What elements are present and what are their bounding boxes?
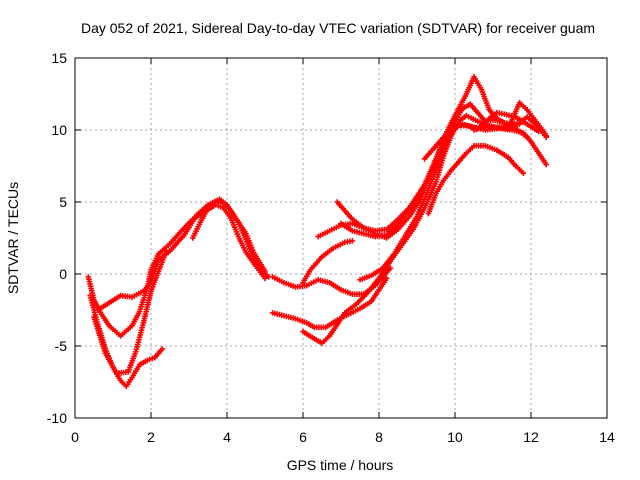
chart-title: Day 052 of 2021, Sidereal Day-to-day VTE… [81,20,595,36]
data-point [163,248,169,254]
y-axis-label: SDTVAR / TECUs [5,182,21,294]
y-tick-label: 15 [51,50,67,66]
data-point [543,161,549,168]
y-tick-label: 10 [51,122,67,138]
x-tick-label: 12 [523,429,539,445]
series-4 [91,248,169,377]
series-10 [315,101,530,240]
x-tick-label: 6 [299,429,307,445]
plot-frame [74,57,608,419]
x-tick-label: 10 [447,429,463,445]
data-point [543,132,549,139]
tick-labels: 0 2 4 6 8 10 12 14 -10 -5 0 5 10 15 [47,50,615,445]
series-16 [471,99,549,139]
x-tick-label: 2 [147,429,155,445]
data-point [387,265,394,272]
data-point [262,275,268,282]
series-14 [421,122,458,162]
y-tick-label: -10 [47,410,67,426]
data-point [383,275,390,282]
data-point [535,128,542,135]
x-tick-label: 0 [71,429,79,445]
series-15 [425,143,527,217]
x-tick-label: 14 [599,429,615,445]
data-point [159,346,166,352]
series-5 [190,199,272,280]
data-point [520,170,527,176]
x-axis-label: GPS time / hours [287,457,394,473]
series-9 [300,238,356,286]
series-3 [95,196,268,313]
data-point [524,134,530,140]
x-tick-label: 4 [223,429,231,445]
data-point [349,238,356,244]
y-tick-label: -5 [55,338,68,354]
x-tick-label: 8 [375,429,383,445]
series-8 [300,112,549,346]
axes [74,57,608,419]
y-tick-label: 5 [59,194,67,210]
data-point [452,122,458,129]
y-tick-label: 0 [59,266,67,282]
data-points [85,73,549,390]
data-point [516,121,523,128]
